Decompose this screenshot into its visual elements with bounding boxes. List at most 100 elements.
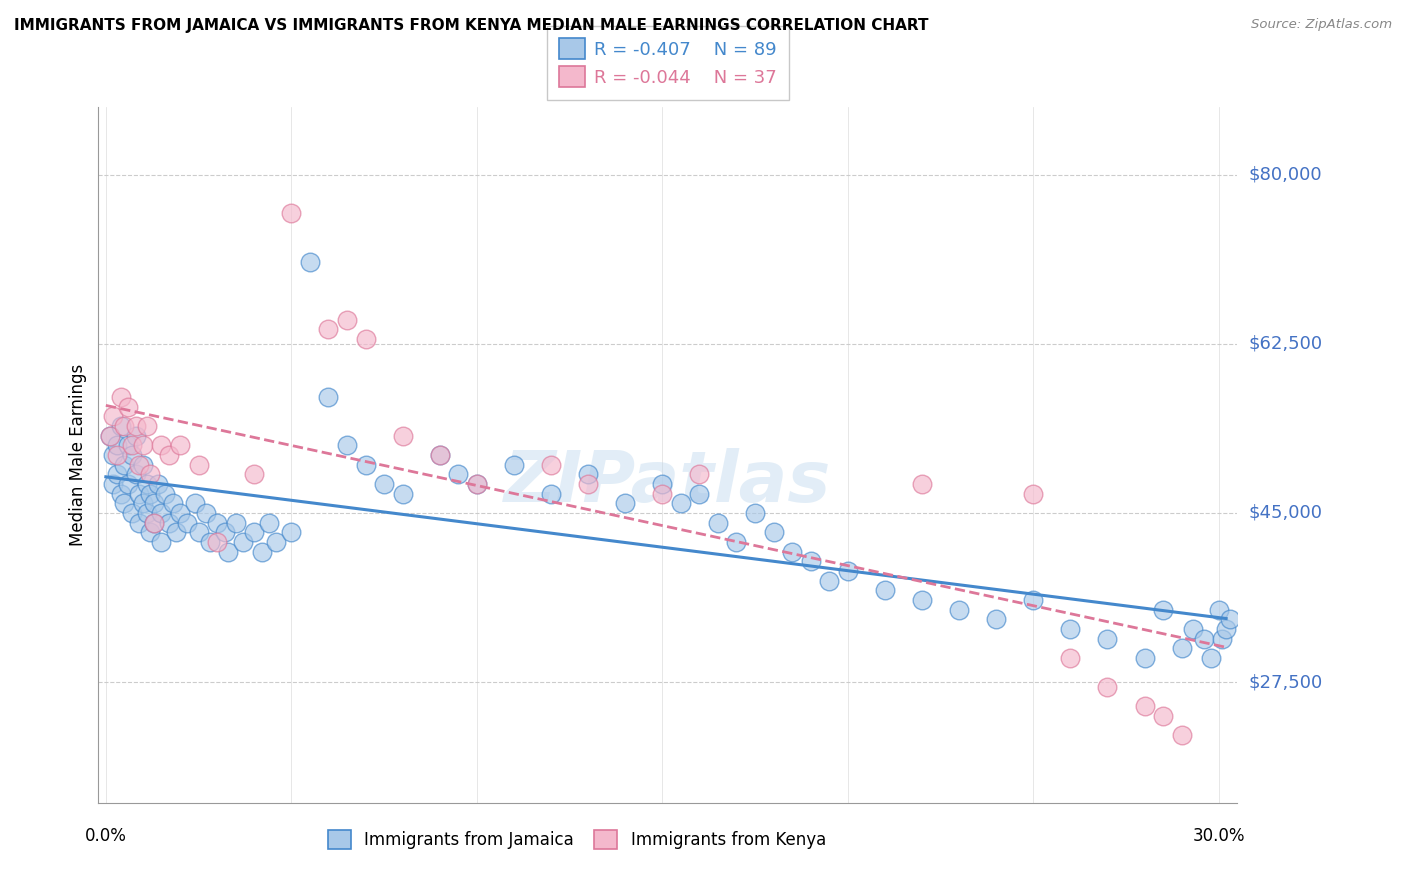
Text: $27,500: $27,500 (1249, 673, 1323, 691)
Point (250, 544, 273, 558)
Point (143, 516, 166, 530)
Point (169, 438, 191, 452)
Point (688, 467, 710, 482)
Point (1097, 680, 1119, 694)
Point (153, 486, 176, 500)
Point (124, 428, 146, 442)
Point (391, 486, 413, 500)
Point (132, 496, 155, 510)
Point (143, 516, 166, 530)
Point (162, 496, 184, 510)
Point (318, 390, 340, 404)
Point (169, 506, 191, 520)
Point (465, 476, 488, 491)
Point (429, 448, 451, 462)
Point (576, 467, 599, 482)
Point (266, 534, 288, 549)
Text: Source: ZipAtlas.com: Source: ZipAtlas.com (1251, 18, 1392, 31)
Point (150, 534, 173, 549)
Point (217, 544, 239, 558)
Point (112, 496, 135, 510)
Text: $62,500: $62,500 (1249, 334, 1323, 353)
Point (132, 458, 155, 472)
Point (150, 438, 173, 452)
Point (124, 419, 146, 434)
Point (139, 525, 162, 540)
Point (1170, 728, 1192, 742)
Point (205, 534, 228, 549)
Point (318, 322, 340, 336)
Point (103, 448, 125, 462)
Point (195, 506, 218, 520)
Point (187, 525, 209, 540)
Point (128, 516, 150, 530)
Point (373, 476, 395, 491)
Point (1152, 708, 1174, 723)
Point (1170, 641, 1192, 656)
Point (112, 419, 135, 434)
Point (139, 486, 162, 500)
Point (465, 476, 488, 491)
Point (1097, 632, 1119, 646)
Point (98, 428, 121, 442)
Point (280, 525, 302, 540)
Point (651, 476, 673, 491)
Point (280, 206, 302, 220)
Text: $80,000: $80,000 (1249, 166, 1322, 184)
Point (986, 612, 1008, 626)
Point (103, 409, 125, 424)
Point (298, 254, 321, 268)
Point (205, 516, 228, 530)
Point (165, 525, 187, 540)
Point (576, 476, 599, 491)
Point (1219, 612, 1241, 626)
Point (540, 486, 562, 500)
Point (429, 448, 451, 462)
Point (391, 428, 413, 442)
Point (128, 486, 150, 500)
Point (132, 438, 155, 452)
Point (225, 516, 247, 530)
Point (354, 458, 377, 472)
Point (1211, 632, 1233, 646)
Point (112, 458, 135, 472)
Point (762, 525, 785, 540)
Point (614, 496, 637, 510)
Point (1152, 602, 1174, 616)
Point (243, 467, 266, 482)
Point (447, 467, 470, 482)
Point (744, 506, 766, 520)
Point (98, 428, 121, 442)
Point (150, 506, 173, 520)
Point (1215, 622, 1237, 636)
Point (117, 476, 139, 491)
Point (1022, 486, 1045, 500)
Point (232, 534, 254, 549)
Point (121, 438, 143, 452)
Text: ZIPatlas: ZIPatlas (505, 449, 831, 517)
Point (948, 602, 970, 616)
Point (157, 516, 180, 530)
Point (157, 448, 180, 462)
Point (1192, 632, 1215, 646)
Legend: Immigrants from Jamaica, Immigrants from Kenya: Immigrants from Jamaica, Immigrants from… (319, 822, 834, 857)
Point (354, 332, 377, 346)
Point (336, 312, 359, 326)
Point (176, 516, 198, 530)
Point (117, 438, 139, 452)
Point (128, 458, 150, 472)
Point (184, 496, 207, 510)
Point (1059, 622, 1081, 636)
Point (873, 583, 896, 598)
Point (124, 467, 146, 482)
Point (135, 476, 157, 491)
Point (143, 496, 166, 510)
Point (1133, 699, 1156, 714)
Text: $45,000: $45,000 (1249, 504, 1323, 522)
Point (688, 486, 710, 500)
Point (1133, 651, 1156, 665)
Point (135, 506, 157, 520)
Point (121, 506, 143, 520)
Point (105, 438, 128, 452)
Point (911, 476, 934, 491)
